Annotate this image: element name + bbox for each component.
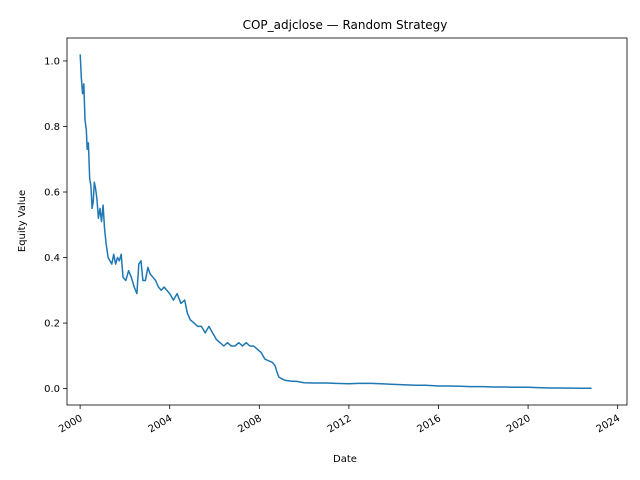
y-tick-label: 0.8 [44,122,60,133]
y-tick-label: 1.0 [44,56,60,67]
y-axis-ticks: 0.0 0.2 0.4 0.6 0.8 1.0 [44,56,67,395]
series-line-equity [79,54,592,390]
y-tick-label: 0.4 [44,253,60,264]
y-tick-label: 0.6 [44,188,60,199]
chart-title: COP_adjclose — Random Strategy [243,18,448,32]
y-tick-label: 0.0 [44,384,60,395]
axes-frame [66,37,628,406]
y-tick-label: 0.2 [44,319,60,330]
plot-area [79,54,592,390]
x-axis-label: Date [333,454,357,465]
y-axis-label: Equity Value [17,190,28,252]
